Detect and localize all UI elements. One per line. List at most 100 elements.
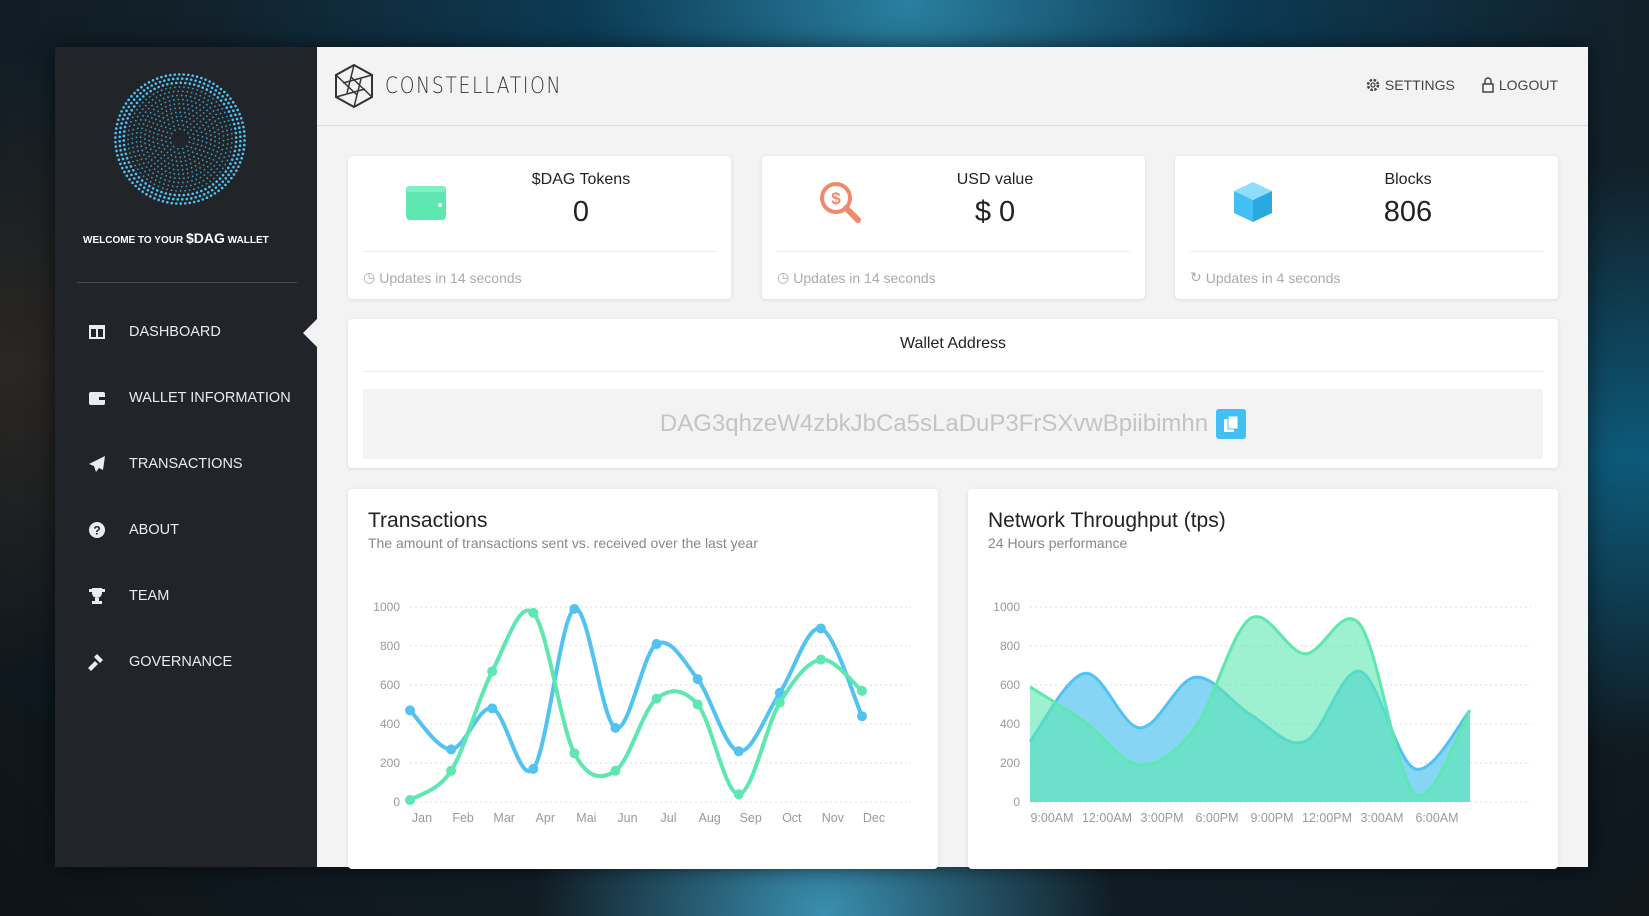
x-tick-label: Dec <box>863 811 885 825</box>
data-point[interactable] <box>405 795 415 806</box>
data-point[interactable] <box>815 623 826 634</box>
welcome-text: WELCOME TO YOUR $DAG WALLET <box>83 230 269 246</box>
sidebar-item-transactions[interactable]: TRANSACTIONS <box>55 431 317 497</box>
logo-dot <box>207 125 210 128</box>
logo-dot <box>142 162 145 165</box>
data-point[interactable] <box>733 746 744 757</box>
logo-dot <box>123 125 127 129</box>
logo-dot <box>153 113 156 116</box>
logo-dot <box>162 97 165 100</box>
logo-dot <box>163 121 166 124</box>
logo-dot <box>195 102 197 104</box>
data-point[interactable] <box>857 711 867 722</box>
data-point[interactable] <box>569 603 580 614</box>
data-point[interactable] <box>446 744 457 755</box>
copy-button[interactable] <box>1216 409 1247 439</box>
logo-dot <box>239 135 242 138</box>
logo-dot <box>167 96 169 98</box>
logo-dot <box>130 173 133 177</box>
x-tick-label: 12:00PM <box>1302 811 1352 825</box>
logo-dot <box>182 73 186 76</box>
wallet-address[interactable]: DAG3qhzeW4zbkJbCa5sLaDuP3FrSXvwBpiibimhn <box>659 410 1209 437</box>
logo-dot <box>169 127 172 130</box>
logo-dot <box>195 130 198 132</box>
logo-dot <box>139 111 141 114</box>
logo-dot <box>206 151 209 154</box>
logo-dot <box>181 168 184 171</box>
logo-dot <box>130 156 133 159</box>
logo-dot <box>130 101 133 105</box>
logo-dot <box>148 169 151 172</box>
data-point[interactable] <box>774 697 785 708</box>
logo-dot <box>183 129 186 131</box>
sidebar-item-wallet-information[interactable]: WALLET INFORMATION <box>55 365 317 431</box>
data-point[interactable] <box>815 654 826 665</box>
logo-dot <box>195 178 198 181</box>
logo-dot <box>157 153 160 156</box>
data-point[interactable] <box>405 705 415 716</box>
logo-dot <box>121 157 125 161</box>
y-tick-label: 1000 <box>373 600 400 614</box>
data-point[interactable] <box>692 674 703 685</box>
logo-dot <box>184 159 187 162</box>
logo-dot <box>233 127 237 130</box>
data-point[interactable] <box>692 699 703 710</box>
logo-dot <box>142 89 146 92</box>
copy-icon <box>1224 415 1239 432</box>
sidebar-item-dashboard[interactable]: DASHBOARD <box>55 299 317 365</box>
logo-dot <box>206 177 209 180</box>
data-point[interactable] <box>446 765 457 776</box>
logo-dot <box>185 94 188 97</box>
logo-dot <box>210 174 212 177</box>
sidebar-item-governance[interactable]: GOVERNANCE <box>55 629 317 695</box>
logo-dot <box>219 87 223 91</box>
logo-dot <box>198 162 201 165</box>
settings-link[interactable]: SETTINGS <box>1365 77 1455 93</box>
logo-dot <box>197 139 200 141</box>
logo-dot <box>194 183 197 186</box>
data-point[interactable] <box>487 666 498 677</box>
logo-dot <box>171 116 174 119</box>
logo-dot <box>161 112 164 115</box>
logo-dot <box>132 177 136 180</box>
sidebar-item-about[interactable]: ? ABOUT <box>55 497 317 563</box>
sidebar-item-team[interactable]: TEAM <box>55 563 317 629</box>
logo-dot <box>214 186 218 189</box>
logo-dot <box>154 118 157 121</box>
data-point[interactable] <box>651 693 662 704</box>
throughput-chart-card: Network Throughput (tps) 24 Hours perfor… <box>968 489 1558 869</box>
logo-dot <box>197 157 200 160</box>
logo-dot <box>120 153 123 156</box>
data-point[interactable] <box>651 639 662 650</box>
logo-dot <box>141 149 144 152</box>
logo-dot <box>195 75 199 78</box>
data-point[interactable] <box>610 722 621 733</box>
data-point[interactable] <box>857 685 867 696</box>
logo-dot <box>210 122 213 125</box>
logo-dot <box>114 136 117 139</box>
logo-dot <box>190 146 193 149</box>
data-point[interactable] <box>528 607 539 618</box>
logo-dot <box>207 171 209 174</box>
logo-dot <box>170 82 174 85</box>
data-point[interactable] <box>610 765 621 776</box>
logo-dot <box>229 169 233 173</box>
logo-dot <box>190 166 193 169</box>
logo-dot <box>196 143 199 146</box>
logo-dot <box>175 160 178 163</box>
top-header: CONSTELLATION SETTINGS LOGOUT <box>317 47 1588 126</box>
logo-dot <box>160 89 163 92</box>
logo-dot <box>212 158 215 161</box>
logo-dot <box>141 167 144 170</box>
data-point[interactable] <box>487 703 498 714</box>
refresh-icon: ↻ <box>1190 269 1202 285</box>
logo-dot <box>149 181 152 183</box>
data-point[interactable] <box>733 789 744 800</box>
data-point[interactable] <box>569 748 580 759</box>
logout-link[interactable]: LOGOUT <box>1481 77 1558 93</box>
logo-dot <box>168 180 171 183</box>
logo-dot <box>201 86 205 89</box>
data-point[interactable] <box>528 763 539 774</box>
logo-dot <box>199 109 202 112</box>
logo-dot <box>175 189 177 192</box>
